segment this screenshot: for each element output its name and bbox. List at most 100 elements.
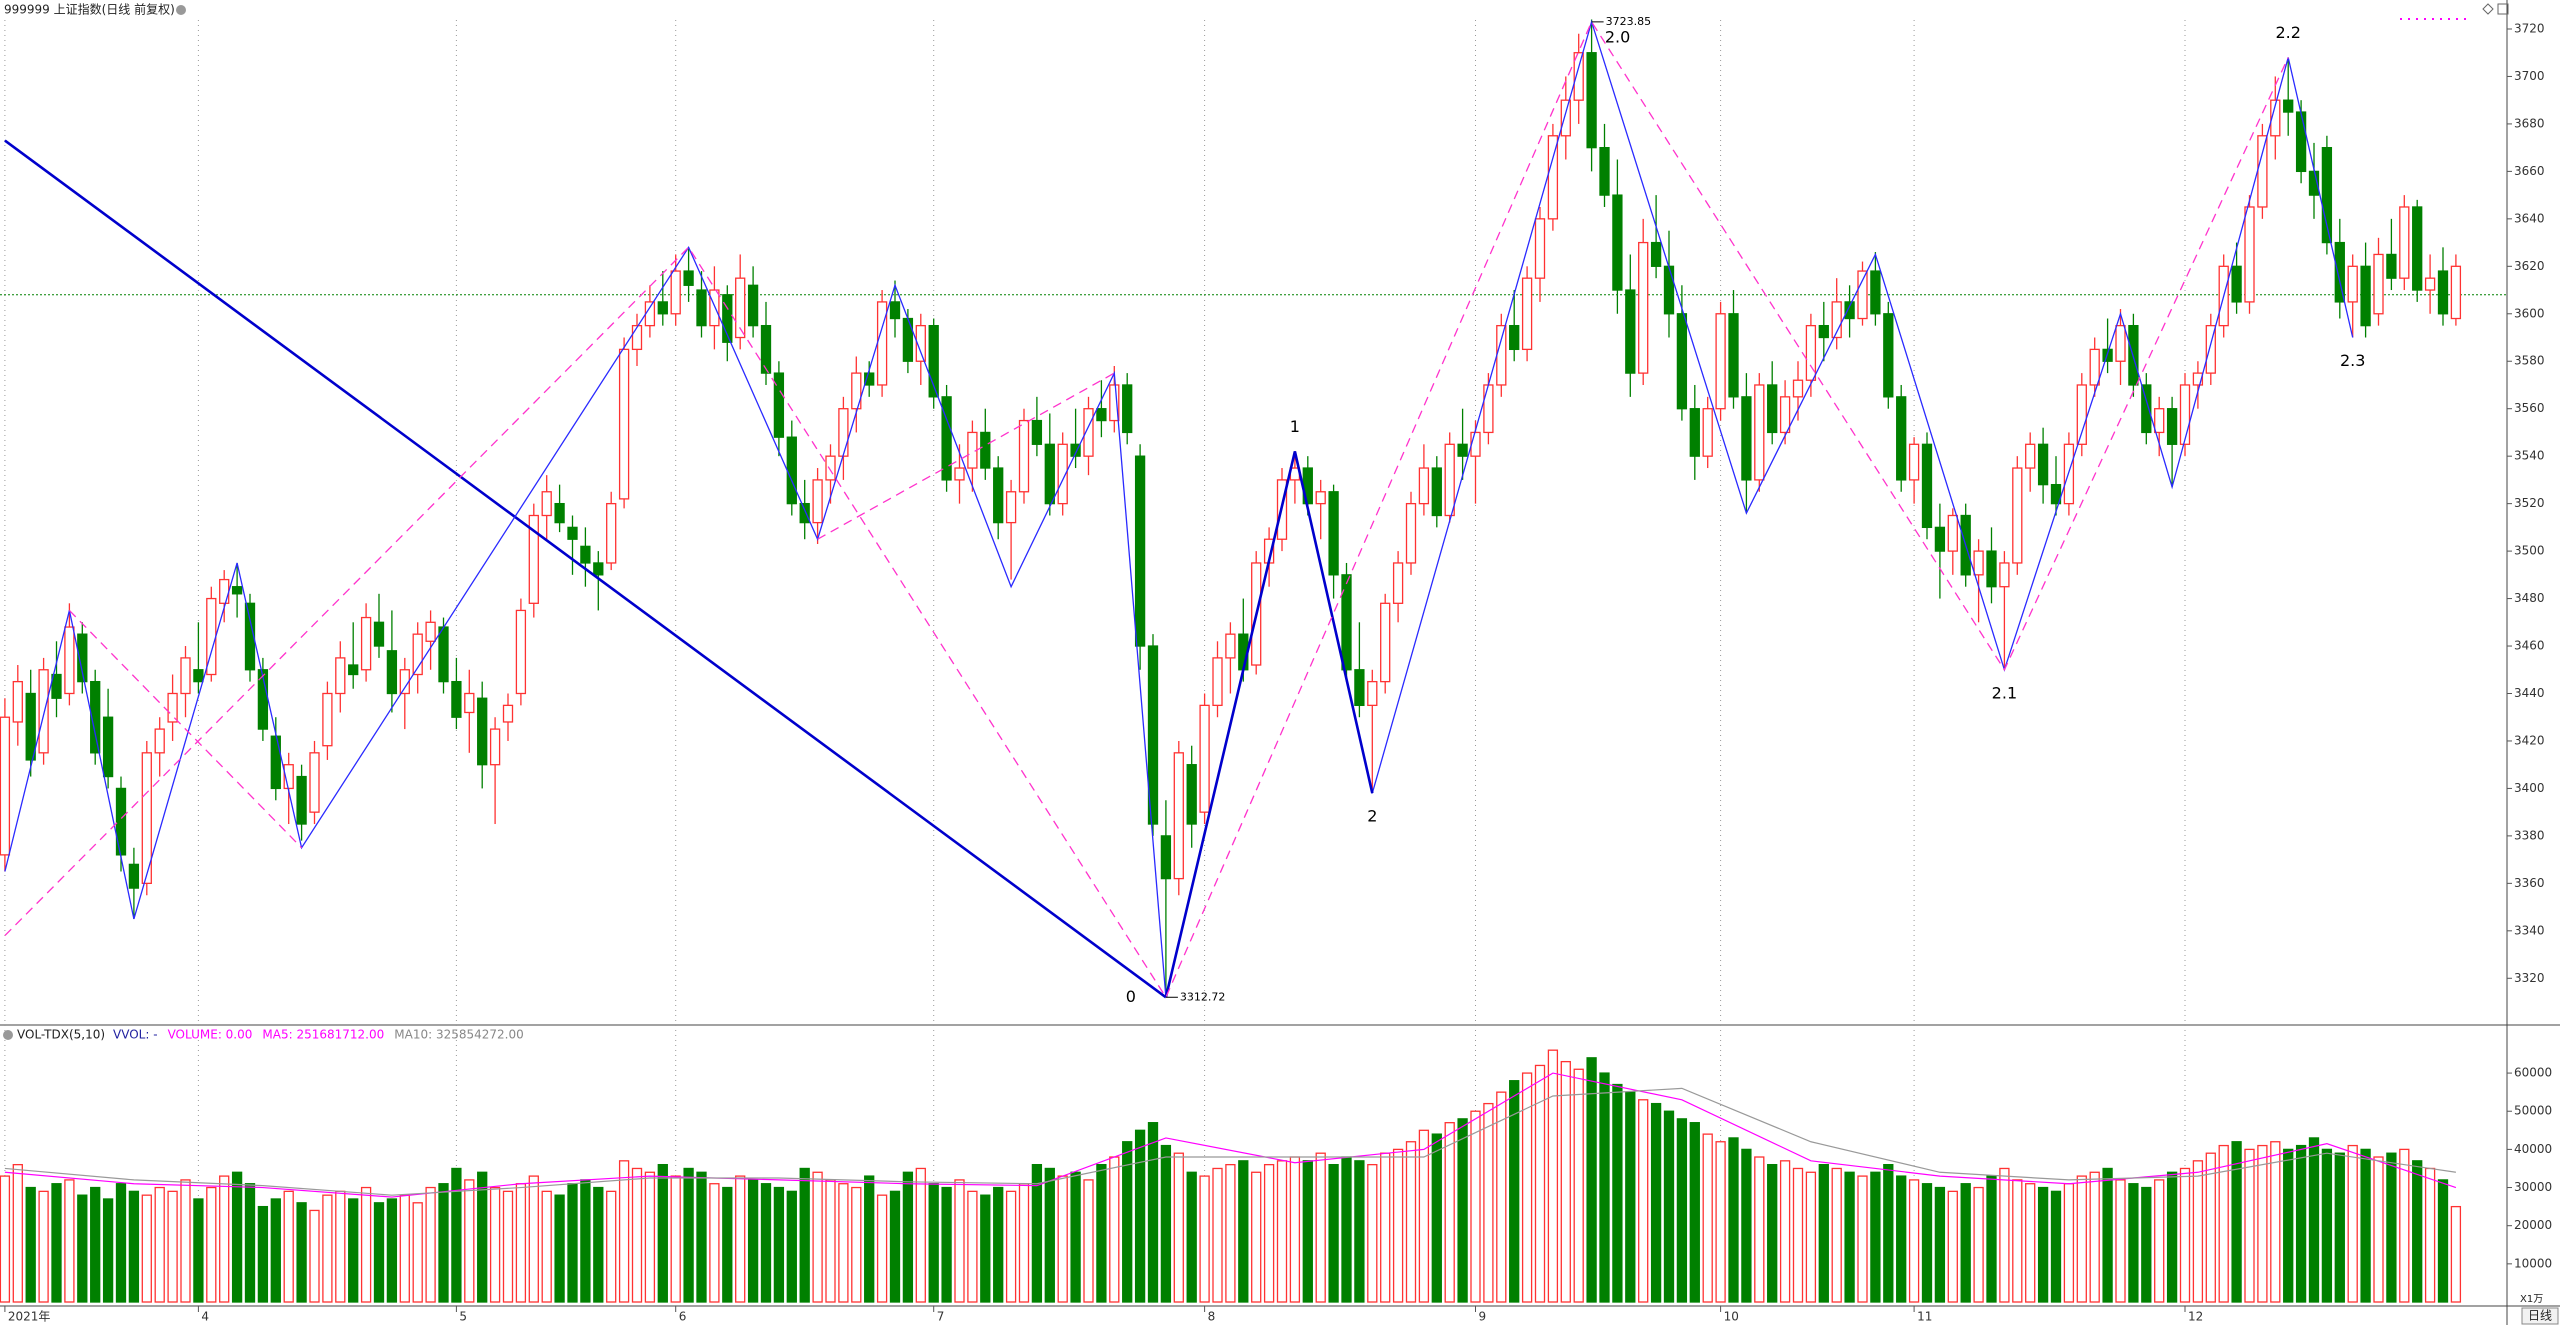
- volume-bar: [1857, 1175, 1868, 1303]
- volume-bar: [1638, 1099, 1649, 1303]
- x-tick-label: 5: [459, 1310, 467, 1324]
- volume-bar: [1779, 1160, 1791, 1303]
- x-tick-label: 2021年: [8, 1310, 51, 1324]
- volume-bar: [2231, 1141, 2242, 1303]
- volume-bar: [1883, 1163, 1894, 1303]
- volume-bar: [1044, 1167, 1055, 1303]
- candle-body: [180, 657, 191, 695]
- volume-bar: [670, 1175, 681, 1303]
- volume-bar: [1560, 1060, 1571, 1303]
- candle-body: [1096, 408, 1107, 422]
- candle-body: [2399, 206, 2410, 279]
- candle-body: [2347, 265, 2358, 303]
- volume-bar: [644, 1171, 656, 1303]
- x-tick-label: 4: [201, 1310, 209, 1324]
- legend-entry: VVOL: -: [113, 1028, 158, 1042]
- volume-bar: [128, 1190, 140, 1303]
- candle-body: [1057, 443, 1068, 505]
- volume-bar: [2373, 1156, 2384, 1303]
- volume-bar: [515, 1183, 527, 1303]
- y-tick-label: 60000: [2514, 1066, 2552, 1080]
- candle-body: [1676, 313, 1688, 410]
- volume-bar: [2437, 1179, 2449, 1303]
- y-tick-label: 3400: [2514, 781, 2545, 795]
- volume-bar: [2205, 1152, 2216, 1303]
- candle-body: [825, 455, 836, 481]
- diamond-icon[interactable]: [2482, 3, 2494, 15]
- wave-line: [4, 139, 1167, 999]
- candle-body: [1818, 324, 1829, 339]
- candle-body: [567, 526, 578, 540]
- period-label[interactable]: 日线: [2528, 1309, 2552, 1323]
- volume-bar: [154, 1186, 165, 1303]
- volume-bar: [2412, 1160, 2423, 1303]
- volume-bar: [1599, 1072, 1610, 1303]
- wave-line: [817, 372, 1115, 540]
- volume-bar: [657, 1163, 668, 1303]
- volume-bar: [51, 1183, 62, 1303]
- volume-bar: [2141, 1186, 2152, 1303]
- volume-bar: [1999, 1167, 2010, 1303]
- volume-bar: [2244, 1148, 2255, 1303]
- volume-bar: [1896, 1175, 1907, 1303]
- candle-body: [438, 626, 449, 683]
- volume-bar: [993, 1186, 1004, 1303]
- candle-body: [2295, 111, 2307, 173]
- period-box[interactable]: [2521, 1307, 2559, 1325]
- candle-body: [1418, 467, 1430, 505]
- candle-body: [889, 301, 901, 320]
- candle-body: [1122, 384, 1133, 434]
- candle-body: [1805, 324, 1817, 381]
- candle-body: [2012, 467, 2023, 564]
- y-tick-label: 10000: [2514, 1256, 2552, 1270]
- volume-bar: [812, 1171, 823, 1303]
- y-tick-label: 20000: [2514, 1218, 2552, 1232]
- volume-bar: [2218, 1144, 2229, 1303]
- indicator-menu-icon[interactable]: [3, 1030, 13, 1040]
- candle-body: [1083, 408, 1094, 457]
- volume-bar: [696, 1171, 707, 1303]
- candle-body: [631, 324, 643, 351]
- candle-body: [489, 728, 501, 766]
- candle-body: [1496, 324, 1507, 386]
- wave-label: 1: [1290, 417, 1300, 436]
- candle-body: [425, 621, 436, 642]
- volume-bar: [322, 1194, 333, 1303]
- title-menu-icon[interactable]: [176, 5, 186, 15]
- candle-body: [360, 616, 372, 671]
- wave-line: [4, 20, 2289, 999]
- volume-bar: [1818, 1163, 1829, 1303]
- candle-body: [1612, 194, 1623, 291]
- candle-body: [1986, 550, 1997, 588]
- x-tick-label: 8: [1208, 1310, 1216, 1324]
- candle-body: [0, 716, 11, 856]
- candle-body: [2141, 384, 2152, 434]
- candle-body: [1199, 704, 1210, 813]
- candle-body: [1973, 550, 1984, 576]
- candle-body: [593, 562, 604, 576]
- volume-bar: [502, 1190, 514, 1303]
- volume-bar: [64, 1179, 75, 1303]
- volume-bar: [231, 1171, 243, 1303]
- candle-body: [541, 491, 552, 517]
- volume-bar: [2076, 1175, 2087, 1303]
- volume-bar: [1741, 1148, 1752, 1303]
- volume-bar: [2037, 1186, 2049, 1303]
- candle-body: [193, 669, 204, 683]
- volume-bar: [2424, 1167, 2436, 1303]
- y-tick-label: 3720: [2514, 21, 2545, 35]
- candle-body: [760, 324, 772, 374]
- volume-bar: [954, 1179, 965, 1303]
- candle-body: [1431, 467, 1442, 517]
- candle-body: [1341, 574, 1352, 671]
- window-icon[interactable]: [2497, 3, 2509, 15]
- candle-body: [1934, 526, 1946, 552]
- chart-title: 999999 上证指数(日线 前复权): [4, 2, 175, 17]
- candle-body: [1444, 443, 1455, 517]
- volume-bar: [1663, 1110, 1675, 1303]
- wave-label: 2.3: [2340, 351, 2365, 370]
- volume-bar: [825, 1179, 836, 1303]
- volume-bar: [967, 1190, 978, 1303]
- volume-bar: [2089, 1171, 2100, 1303]
